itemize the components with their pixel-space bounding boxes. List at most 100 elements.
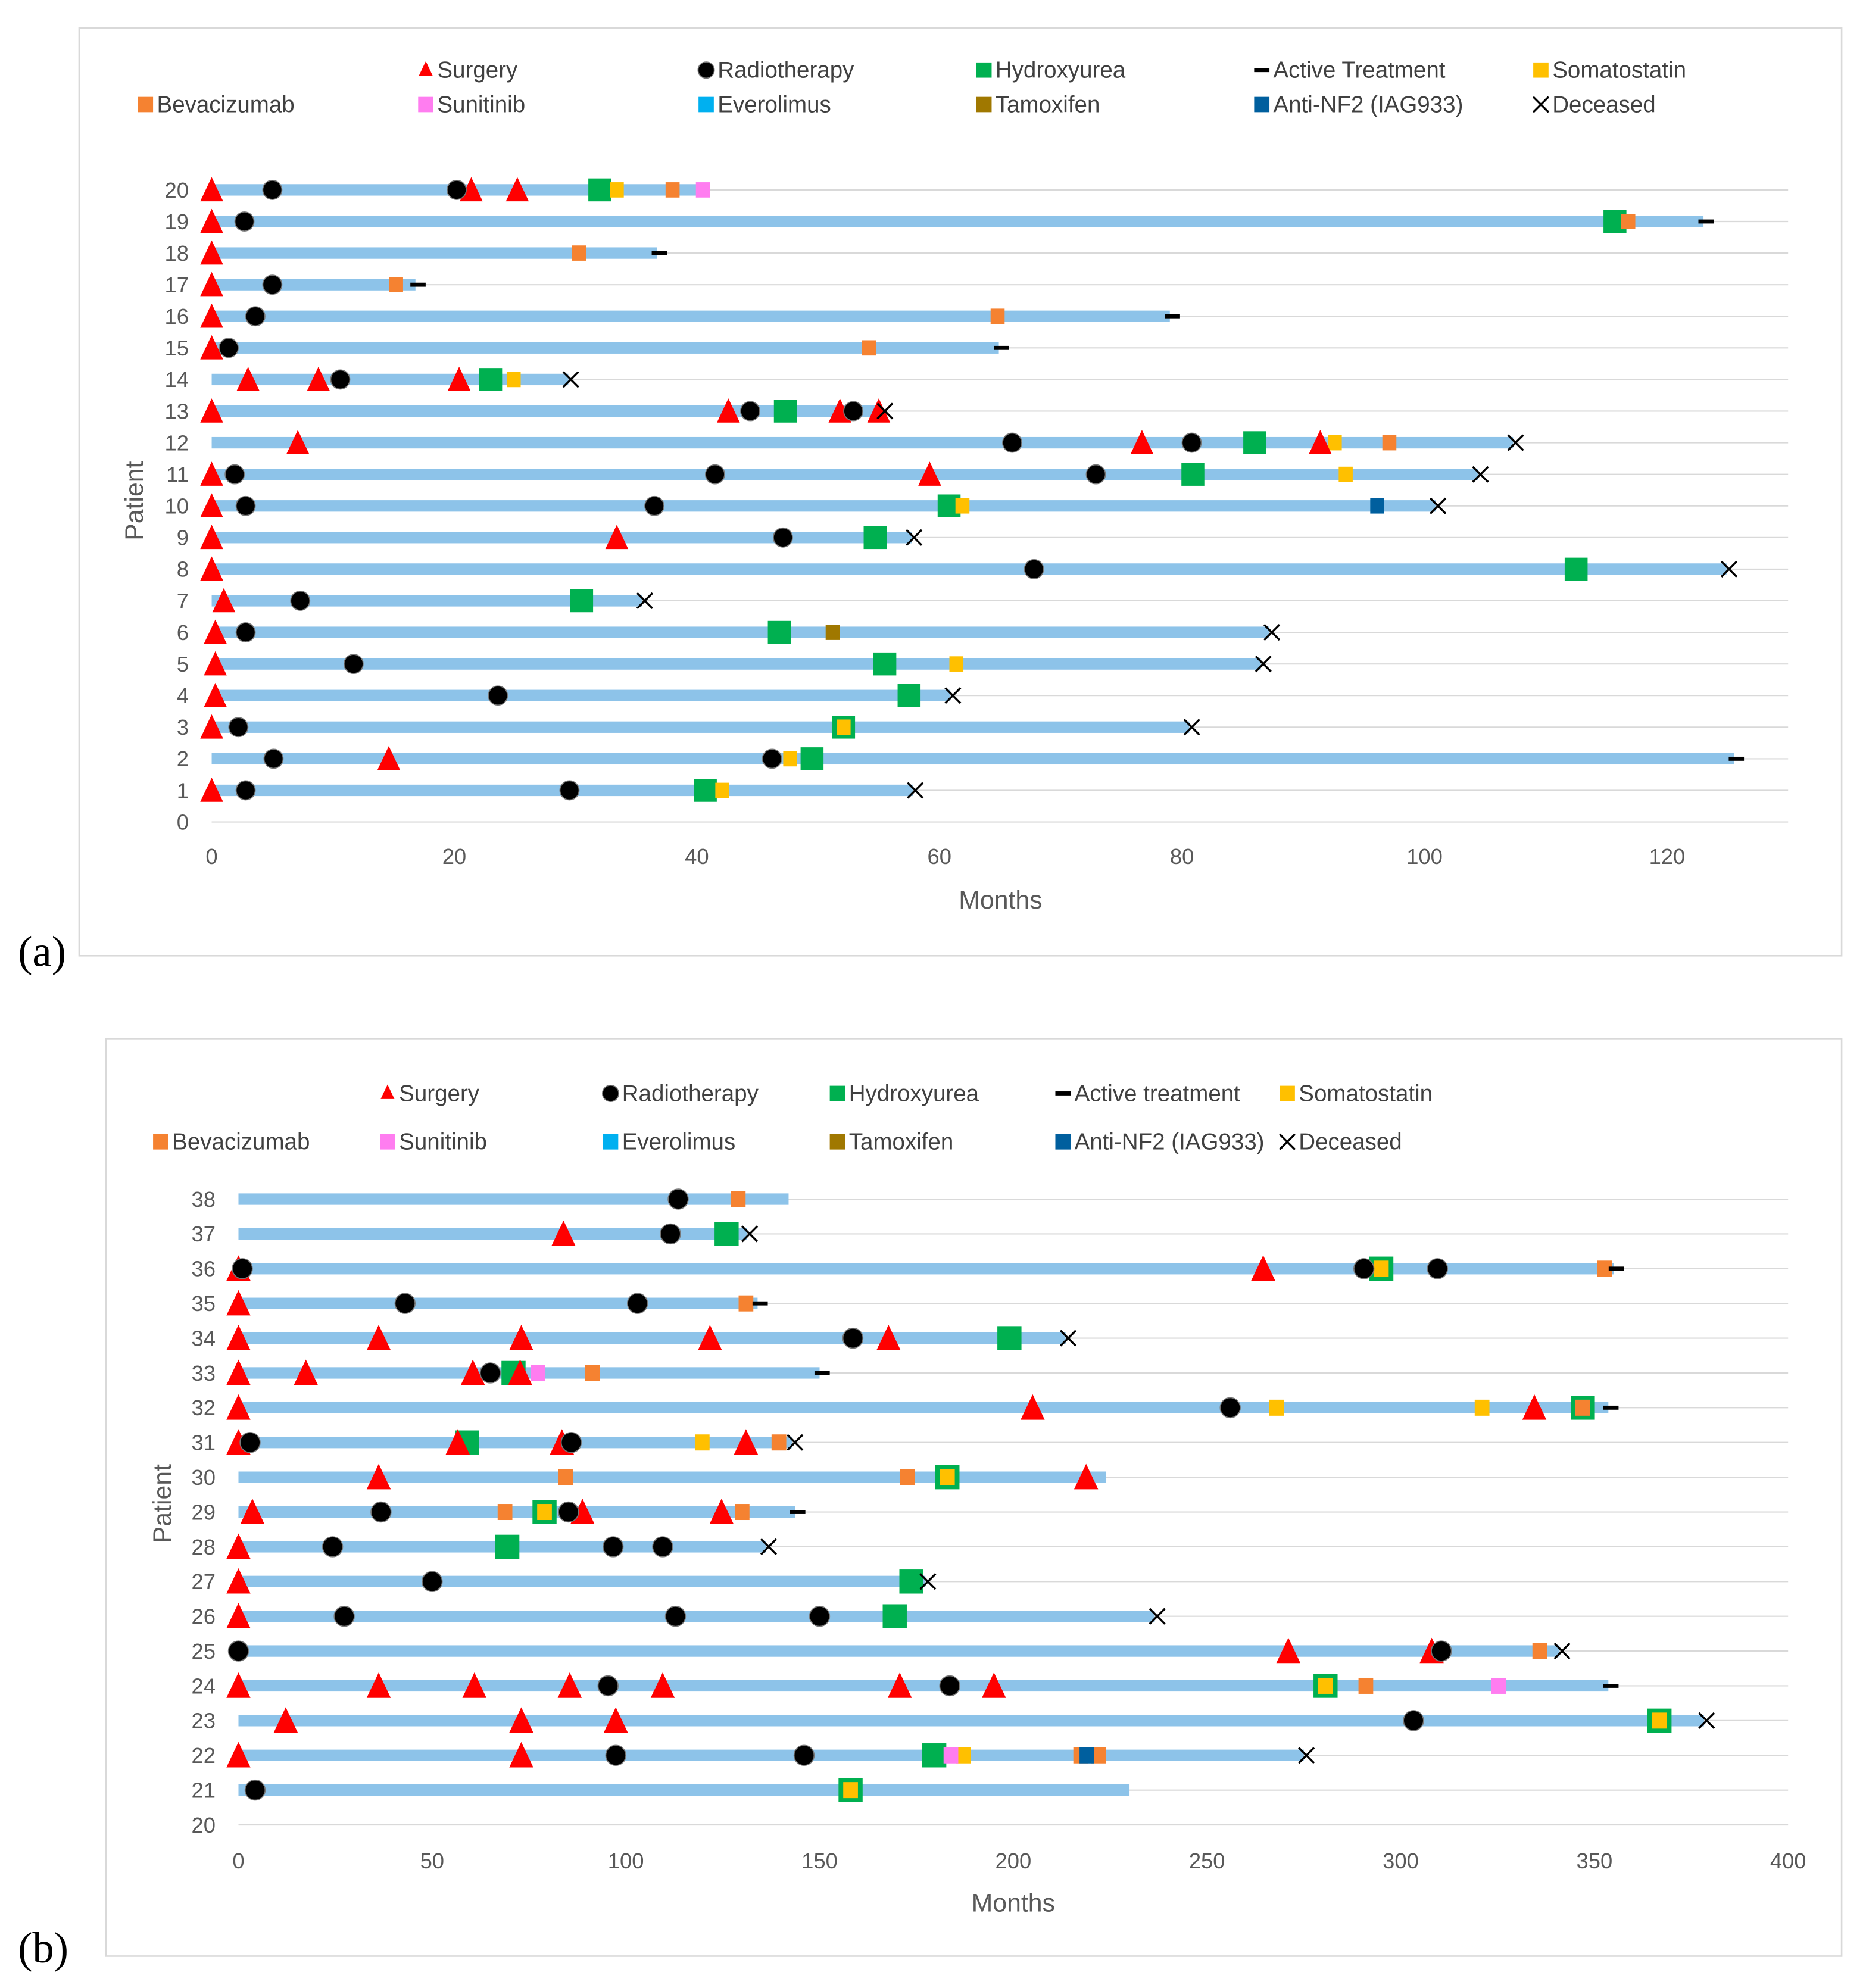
hydroxyurea-marker <box>495 1534 520 1559</box>
hydroxyurea-marker <box>714 1222 739 1246</box>
surgery-marker <box>226 1533 251 1559</box>
sunitinib-marker <box>1491 1677 1506 1694</box>
surgery-marker <box>286 430 310 454</box>
deceased-marker <box>1507 434 1524 451</box>
surgery-marker <box>509 1325 533 1350</box>
somatostatin-marker <box>837 719 851 735</box>
somatostatin-marker <box>610 182 624 198</box>
radiotherapy-marker <box>939 1675 960 1697</box>
radiotherapy-legend-icon <box>601 1084 619 1102</box>
y-tick-label: 37 <box>191 1222 215 1246</box>
x-tick-label: 150 <box>801 1849 838 1873</box>
anti-nf2-legend-icon <box>1055 1134 1071 1150</box>
somatostatin-marker <box>715 782 729 798</box>
x-tick-label: 50 <box>420 1849 444 1873</box>
legend-label: Anti-NF2 (IAG933) <box>1273 92 1463 117</box>
patient-row-12 <box>211 430 1524 454</box>
deceased-marker <box>1720 560 1738 578</box>
somatostatin-marker <box>1318 1677 1333 1694</box>
timeline-bar <box>211 310 1170 322</box>
radiotherapy-marker <box>333 1605 355 1627</box>
surgery-marker <box>1522 1394 1547 1420</box>
surgery-marker <box>226 1325 251 1350</box>
timeline-bar <box>211 373 569 386</box>
x-axis-label: Months <box>959 886 1042 915</box>
radiotherapy-marker <box>343 654 364 675</box>
surgery-marker <box>982 1672 1006 1698</box>
radiotherapy-marker <box>667 1188 689 1210</box>
timeline-bar <box>211 469 1478 480</box>
surgery-marker <box>508 1359 532 1385</box>
deceased-marker <box>741 1225 759 1243</box>
hydroxyurea-marker <box>1243 431 1266 454</box>
surgery-marker <box>294 1359 318 1385</box>
patient-row-26 <box>226 1603 1166 1628</box>
surgery-marker <box>918 461 941 486</box>
somatostatin-marker <box>843 1782 858 1799</box>
y-tick-label: 23 <box>191 1709 215 1733</box>
somatostatin-legend-icon <box>1533 62 1549 78</box>
y-tick-label: 25 <box>191 1639 215 1664</box>
bevacizumab-marker <box>1575 1399 1590 1416</box>
radiotherapy-marker <box>1085 464 1106 485</box>
active-marker <box>651 251 667 255</box>
deceased-marker <box>919 1573 937 1590</box>
patient-row-22 <box>226 1742 1315 1768</box>
surgery-marker <box>200 778 223 802</box>
active-marker <box>1608 1266 1624 1271</box>
radiotherapy-marker <box>219 338 239 358</box>
surgery-marker <box>307 367 330 391</box>
somatostatin-marker <box>694 1434 710 1451</box>
somatostatin-marker <box>537 1504 552 1521</box>
y-tick-label: 33 <box>191 1361 215 1385</box>
timeline-bar <box>238 1263 1614 1275</box>
somatostatin-legend-icon <box>1280 1085 1295 1101</box>
surgery-marker <box>1276 1637 1301 1664</box>
surgery-marker <box>200 398 223 423</box>
somatostatin-marker <box>1338 466 1353 482</box>
somatostatin-marker <box>506 372 521 388</box>
x-tick-label: 350 <box>1577 1849 1613 1873</box>
patient-row-4 <box>204 682 962 707</box>
radiotherapy-marker <box>488 685 508 706</box>
surgery-marker <box>200 714 223 739</box>
timeline-bar <box>238 1193 789 1205</box>
surgery-marker <box>204 651 227 676</box>
radiotherapy-marker <box>263 748 284 769</box>
legend-item-tamoxifen: Tamoxifen <box>829 1129 953 1155</box>
x-tick-label: 250 <box>1189 1849 1225 1873</box>
radiotherapy-marker <box>262 274 283 295</box>
x-tick-label: 40 <box>685 844 709 869</box>
patient-row-37 <box>238 1220 759 1246</box>
radiotherapy-marker <box>262 180 283 200</box>
surgery-marker <box>366 1463 391 1490</box>
radiotherapy-marker <box>224 464 245 485</box>
patient-row-24 <box>226 1672 1619 1698</box>
panel-label: (b) <box>18 1924 68 1972</box>
surgery-marker <box>212 588 236 613</box>
bevacizumab-marker <box>862 340 876 356</box>
surgery-marker <box>604 1707 628 1733</box>
hydroxyurea-marker <box>897 684 921 707</box>
radiotherapy-marker <box>740 401 760 422</box>
surgery-marker <box>1130 430 1154 454</box>
timeline-bar <box>211 689 951 701</box>
legend-label: Active treatment <box>1075 1081 1241 1106</box>
radiotherapy-marker <box>660 1223 681 1245</box>
surgery-marker <box>509 1707 533 1733</box>
panel-b: (b) Surgery Radiotherapy Hydroxyurea Active … <box>18 1038 1843 1972</box>
hydroxyurea-marker <box>899 1569 923 1594</box>
hydroxyurea-marker <box>997 1326 1022 1350</box>
hydroxyurea-legend-icon <box>829 1085 845 1101</box>
x-tick-label: 120 <box>1649 844 1686 869</box>
surgery-marker <box>236 367 260 391</box>
timeline-bar <box>211 658 1261 670</box>
legend-label: Deceased <box>1299 1129 1402 1155</box>
hydroxyurea-marker <box>800 747 824 770</box>
legend-item-radiotherapy: Radiotherapy <box>697 58 854 83</box>
timeline-bar <box>211 753 1734 765</box>
timeline-bar <box>211 563 1727 575</box>
y-tick-label: 30 <box>191 1465 215 1490</box>
legend-label: Surgery <box>399 1081 480 1106</box>
